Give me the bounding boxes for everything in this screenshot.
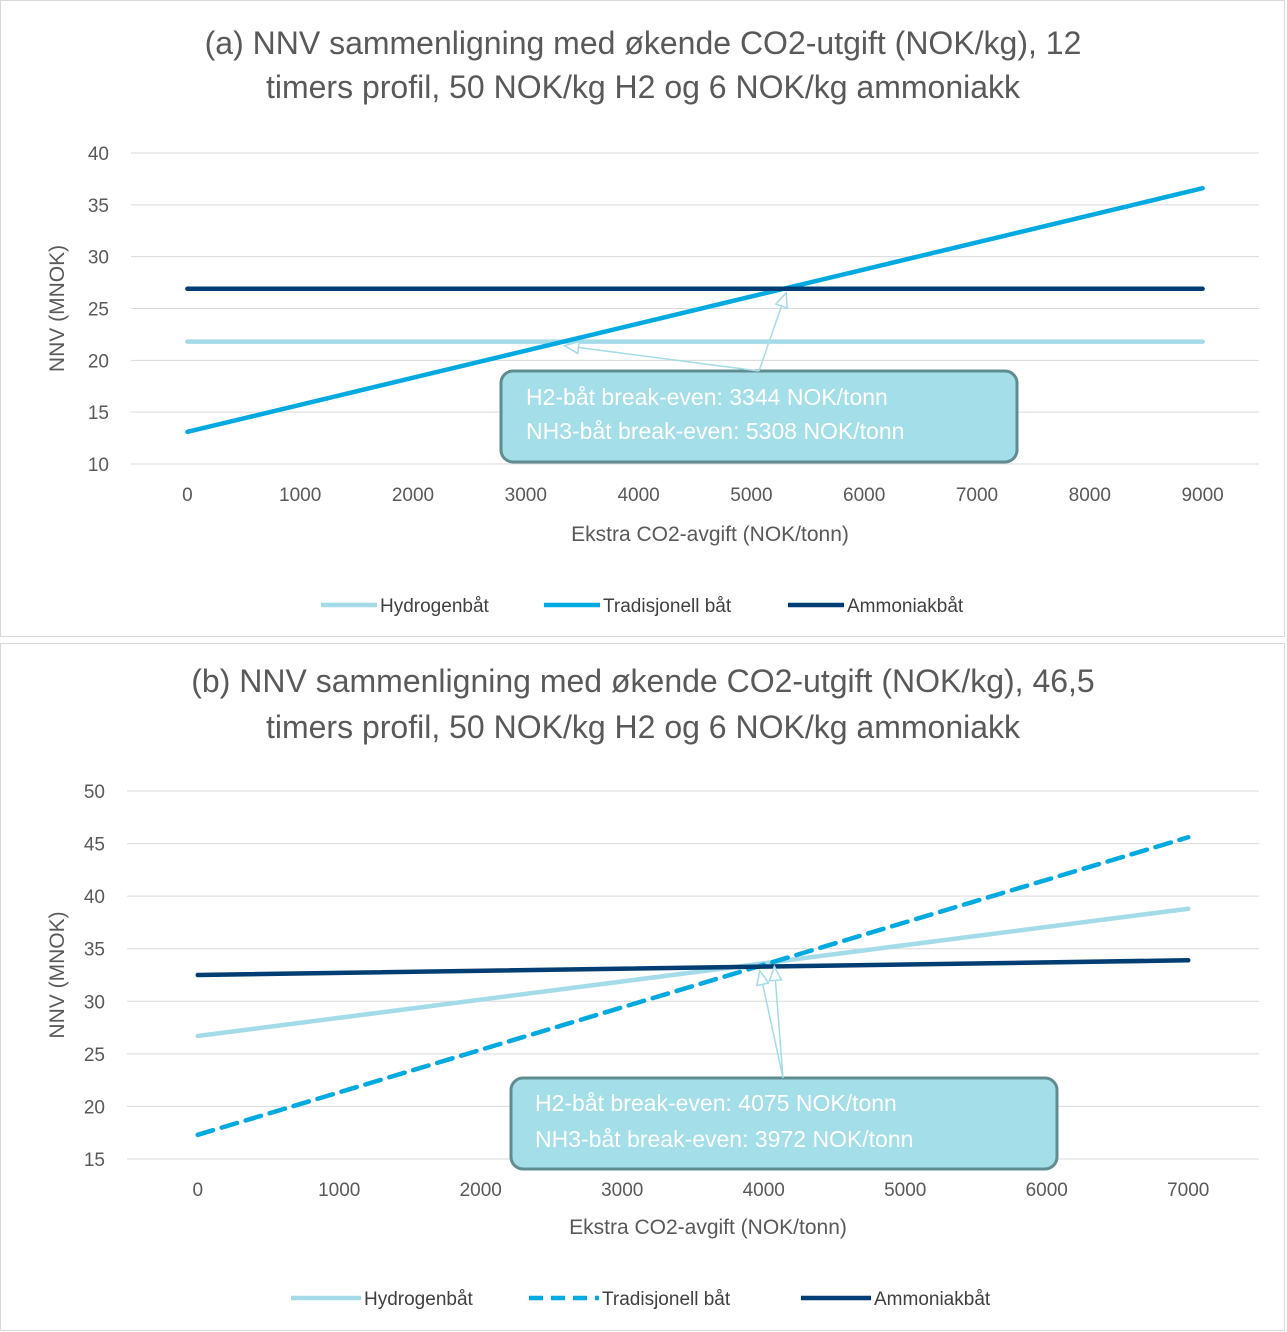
annotation-text: H2-båt break-even: 4075 NOK/tonn bbox=[535, 1090, 897, 1116]
x-tick-label: 0 bbox=[182, 485, 193, 506]
x-tick-label: 3000 bbox=[505, 485, 547, 506]
legend-label-2: Tradisjonell båt bbox=[602, 1289, 731, 1310]
x-tick-label: 9000 bbox=[1181, 485, 1223, 506]
y-tick-label: 30 bbox=[84, 992, 105, 1013]
legend-label-2: Tradisjonell båt bbox=[603, 596, 732, 617]
annotation-arrowhead bbox=[774, 291, 789, 310]
y-axis-label: NNV (MNOK) bbox=[46, 911, 69, 1038]
chart-title-line: timers profil, 50 NOK/kg H2 og 6 NOK/kg … bbox=[266, 69, 1021, 105]
annotation-arrowhead bbox=[562, 340, 581, 355]
x-tick-label: 7000 bbox=[1167, 1180, 1209, 1201]
series-line-3 bbox=[195, 958, 1191, 978]
x-tick-label: 6000 bbox=[843, 485, 885, 506]
y-tick-label: 30 bbox=[88, 248, 109, 269]
y-tick-label: 45 bbox=[84, 835, 105, 856]
y-tick-label: 15 bbox=[84, 1150, 105, 1171]
x-axis-label: Ekstra CO2-avgift (NOK/tonn) bbox=[571, 523, 849, 546]
annotation-arrowhead bbox=[755, 968, 770, 987]
annotation-arrow bbox=[759, 970, 784, 1079]
y-tick-label: 25 bbox=[84, 1045, 105, 1066]
chart-a-svg: (a) NNV sammenligning med økende CO2-utg… bbox=[46, 25, 1259, 617]
chart-title-line: timers profil, 50 NOK/kg H2 og 6 NOK/kg … bbox=[266, 709, 1021, 745]
x-tick-label: 4000 bbox=[743, 1180, 785, 1201]
x-tick-label: 2000 bbox=[392, 485, 434, 506]
x-tick-label: 7000 bbox=[956, 485, 998, 506]
x-tick-label: 8000 bbox=[1069, 485, 1111, 506]
annotation-arrow bbox=[564, 344, 760, 372]
x-tick-label: 1000 bbox=[318, 1180, 360, 1201]
y-tick-label: 50 bbox=[84, 782, 105, 803]
series-line-2 bbox=[185, 185, 1205, 435]
x-tick-label: 4000 bbox=[617, 485, 659, 506]
y-tick-label: 35 bbox=[88, 196, 109, 217]
x-tick-label: 5000 bbox=[730, 485, 772, 506]
y-tick-label: 15 bbox=[88, 403, 109, 424]
x-tick-label: 1000 bbox=[279, 485, 321, 506]
y-tick-label: 20 bbox=[88, 351, 109, 372]
chart-panel-b: (b) NNV sammenligning med økende CO2-utg… bbox=[0, 643, 1285, 1331]
annotation-arrowhead bbox=[768, 964, 783, 982]
y-axis-label: NNV (MNOK) bbox=[46, 245, 69, 372]
annotation-text: H2-båt break-even: 3344 NOK/tonn bbox=[526, 384, 888, 410]
series-line-1 bbox=[195, 906, 1191, 1039]
legend-label-1: Hydrogenbåt bbox=[364, 1289, 474, 1310]
chart-title-line: (a) NNV sammenligning med økende CO2-utg… bbox=[205, 25, 1082, 61]
y-tick-label: 40 bbox=[84, 887, 105, 908]
annotation-text: NH3-båt break-even: 5308 NOK/tonn bbox=[526, 418, 904, 444]
annotation-text: NH3-båt break-even: 3972 NOK/tonn bbox=[535, 1126, 913, 1152]
annotation-box bbox=[509, 1076, 1059, 1171]
chart-title-line: (b) NNV sammenligning med økende CO2-utg… bbox=[191, 663, 1094, 699]
series-line-2 bbox=[195, 835, 1191, 1138]
x-tick-label: 0 bbox=[192, 1180, 203, 1201]
legend-label-3: Ammoniakbåt bbox=[874, 1289, 991, 1310]
y-tick-label: 25 bbox=[88, 300, 109, 321]
legend-label-1: Hydrogenbåt bbox=[380, 596, 490, 617]
x-tick-label: 3000 bbox=[601, 1180, 643, 1201]
x-tick-label: 6000 bbox=[1026, 1180, 1068, 1201]
x-axis-label: Ekstra CO2-avgift (NOK/tonn) bbox=[569, 1216, 847, 1239]
x-tick-label: 2000 bbox=[460, 1180, 502, 1201]
y-tick-label: 40 bbox=[88, 144, 109, 165]
y-tick-label: 20 bbox=[84, 1097, 105, 1118]
annotation-arrow bbox=[773, 966, 784, 1079]
legend-label-3: Ammoniakbåt bbox=[847, 596, 964, 617]
y-tick-label: 10 bbox=[88, 455, 109, 476]
x-tick-label: 5000 bbox=[884, 1180, 926, 1201]
chart-panel-a: (a) NNV sammenligning med økende CO2-utg… bbox=[0, 0, 1285, 637]
y-tick-label: 35 bbox=[84, 940, 105, 961]
chart-b-svg: (b) NNV sammenligning med økende CO2-utg… bbox=[46, 663, 1259, 1310]
